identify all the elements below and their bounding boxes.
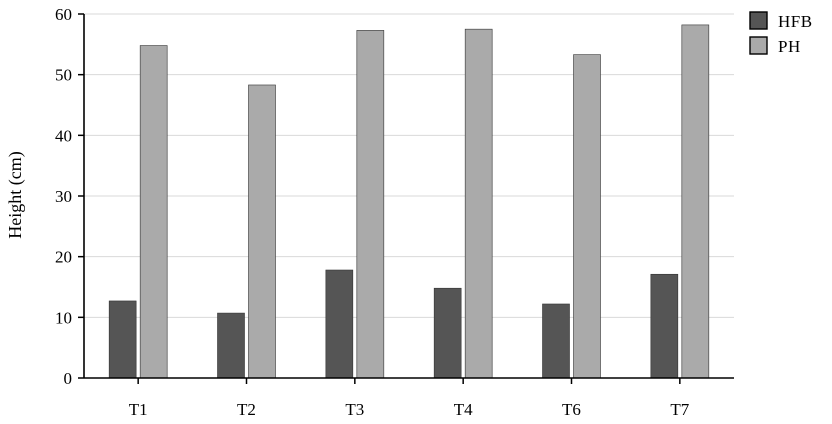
x-tick-label: T4 <box>454 400 473 419</box>
y-axis-title: Height (cm) <box>5 151 26 238</box>
bar-hfb-t4 <box>433 287 462 379</box>
bar-hfb-t7 <box>650 273 679 379</box>
x-tick-label: T7 <box>670 400 689 419</box>
y-tick-label: 0 <box>64 369 73 388</box>
bar-ph-t1 <box>139 45 168 379</box>
x-tick-label: T1 <box>129 400 148 419</box>
y-tick-label: 50 <box>55 66 72 85</box>
y-tick-label: 40 <box>55 126 72 145</box>
legend: HFB PH <box>749 11 813 56</box>
legend-label-hfb: HFB <box>778 12 813 31</box>
y-tick-label: 60 <box>55 5 72 24</box>
legend-label-ph: PH <box>778 37 801 56</box>
bar-ph-t4 <box>464 28 493 379</box>
y-axis-ticks: 0 10 20 30 40 50 60 <box>55 5 84 388</box>
y-tick-label: 10 <box>55 308 72 327</box>
bar-ph-t2 <box>248 84 276 379</box>
bar-ph-t7 <box>681 24 710 379</box>
bar-ph-t6 <box>573 54 601 379</box>
gridlines <box>84 13 734 318</box>
x-tick-label: T6 <box>562 400 581 419</box>
bars <box>108 24 710 379</box>
x-tick-label: T3 <box>345 400 364 419</box>
legend-swatch-ph <box>749 36 768 55</box>
y-tick-label: 20 <box>55 248 72 267</box>
bar-hfb-t2 <box>217 312 245 379</box>
bar-hfb-t1 <box>108 300 137 379</box>
x-tick-label: T2 <box>237 400 256 419</box>
legend-swatch-hfb <box>749 11 768 30</box>
x-axis-ticks: T1 T2 T3 T4 T6 T7 <box>129 378 690 419</box>
y-tick-label: 30 <box>55 187 72 206</box>
bar-ph-t3 <box>356 30 385 379</box>
bar-hfb-t6 <box>542 303 570 379</box>
bar-hfb-t3 <box>325 269 354 379</box>
